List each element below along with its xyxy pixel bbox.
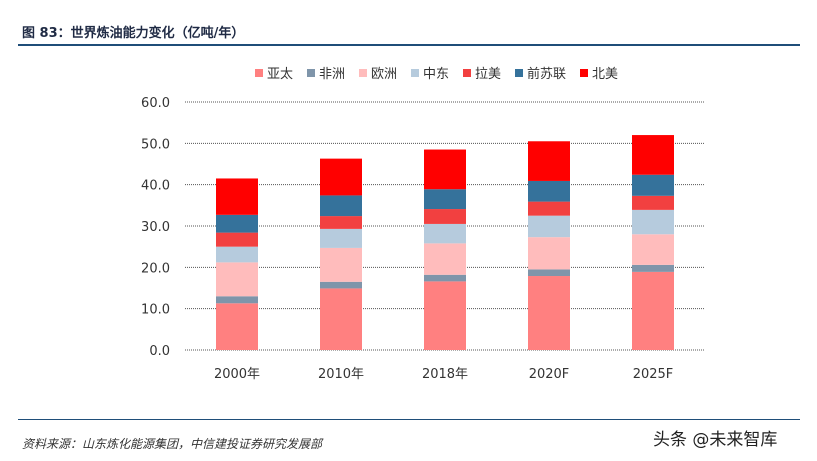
bar-segment [424, 281, 466, 350]
bar-segment [424, 149, 466, 190]
legend-swatch [515, 69, 523, 77]
legend-swatch [411, 69, 419, 77]
bar-segment [528, 215, 570, 238]
bar-segment [632, 234, 674, 265]
bar-segment [528, 180, 570, 202]
legend-swatch [307, 69, 315, 77]
bar-segment [632, 195, 674, 210]
footer-divider [18, 419, 800, 420]
legend: 亚太 非洲 欧洲 中东 拉美 前苏联 北美 [255, 66, 618, 82]
bar-segment [216, 246, 258, 263]
title-divider [18, 44, 800, 46]
bar-segment [216, 296, 258, 304]
bar-segment [424, 209, 466, 224]
y-tick-label: 10.0 [141, 303, 170, 318]
watermark: 头条 @未来智库 [653, 430, 778, 450]
y-tick-label: 0.0 [149, 344, 170, 359]
y-tick-label: 60.0 [141, 96, 170, 111]
source-note: 资料来源：山东炼化能源集团，中信建投证券研究发展部 [22, 437, 323, 451]
legend-swatch [463, 69, 471, 77]
bar-segment [424, 223, 466, 244]
bar-segment [216, 178, 258, 215]
legend-label: 非洲 [319, 67, 345, 82]
bar-segment [320, 281, 362, 289]
bar-segment [632, 209, 674, 235]
bar-segment [632, 135, 674, 175]
y-tick-label: 20.0 [141, 261, 170, 276]
legend-swatch [580, 69, 588, 77]
x-tick-label: 2020F [529, 367, 570, 382]
bar-segment [632, 264, 674, 272]
legend-swatch [359, 69, 367, 77]
bar-segment [528, 141, 570, 181]
legend-swatch [255, 69, 263, 77]
bar-segment [528, 237, 570, 270]
bar-segment [424, 274, 466, 282]
x-tick-label: 2025F [633, 367, 674, 382]
x-tick-label: 2010年 [318, 367, 364, 382]
legend-label: 北美 [592, 67, 618, 82]
bar-segment [216, 303, 258, 350]
legend-label: 拉美 [475, 67, 501, 82]
legend-label: 前苏联 [527, 66, 566, 82]
bar-segment [320, 247, 362, 282]
bar-segment [320, 228, 362, 248]
bar-segment [320, 195, 362, 217]
x-tick-label: 2018年 [422, 367, 468, 382]
x-axis: 2000年 2010年 2018年 2020F 2025F [214, 367, 673, 382]
bar-segment [320, 288, 362, 350]
y-axis: 0.0 10.0 20.0 30.0 40.0 50.0 60.0 [141, 96, 170, 359]
legend-label: 亚太 [267, 67, 293, 82]
y-tick-label: 50.0 [141, 137, 170, 152]
bar-segment [320, 158, 362, 196]
chart-title: 图 83：世界炼油能力变化（亿吨/年） [22, 26, 245, 41]
x-tick-label: 2000年 [214, 367, 260, 382]
bar-segment [528, 201, 570, 216]
bar-segment [632, 271, 674, 350]
y-tick-label: 30.0 [141, 220, 170, 235]
bar-segment [320, 216, 362, 229]
bar-segment [216, 232, 258, 247]
bar-segment [424, 189, 466, 210]
y-tick-label: 40.0 [141, 179, 170, 194]
bar-segment [528, 269, 570, 277]
bar-segment [216, 214, 258, 233]
bar-segment [528, 276, 570, 350]
bar-segment [424, 243, 466, 275]
bar-segment [632, 174, 674, 196]
bar-segment [216, 262, 258, 297]
legend-label: 中东 [423, 67, 449, 82]
bars [216, 135, 674, 350]
legend-label: 欧洲 [371, 67, 397, 82]
